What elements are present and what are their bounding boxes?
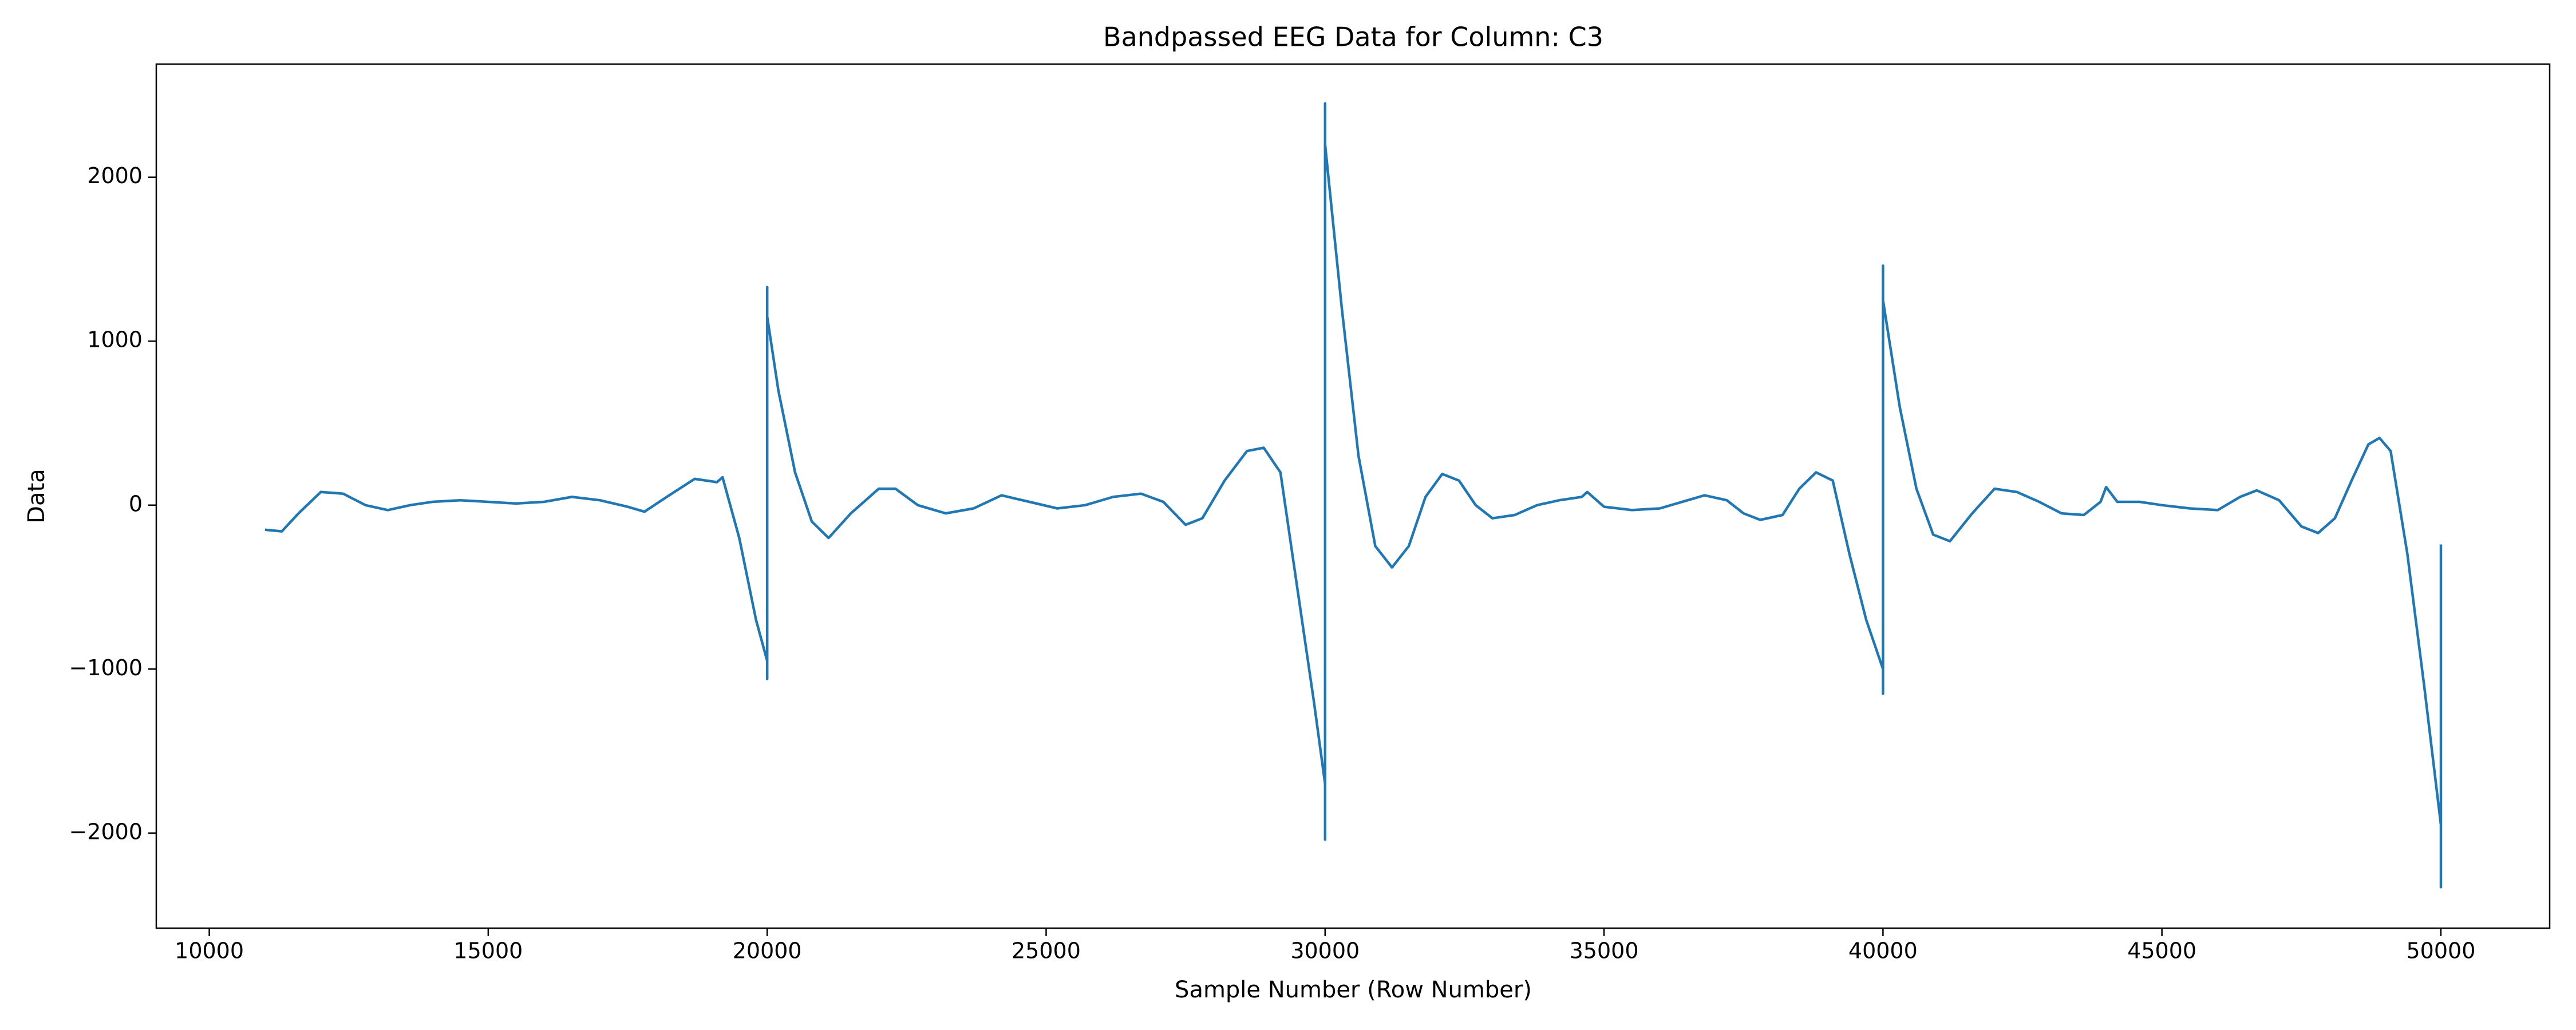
data-line bbox=[264, 102, 2443, 889]
x-tick-label: 20000 bbox=[733, 938, 802, 964]
x-tick-label: 25000 bbox=[1012, 938, 1081, 964]
x-tick-label: 15000 bbox=[453, 938, 523, 964]
y-axis-label: Data bbox=[23, 469, 50, 524]
x-tick-label: 40000 bbox=[1848, 938, 1918, 964]
plot-frame bbox=[155, 63, 2551, 929]
x-axis-label: Sample Number (Row Number) bbox=[1175, 977, 1532, 1003]
y-tick-label: −2000 bbox=[69, 819, 143, 844]
y-tick-label: 1000 bbox=[87, 327, 143, 352]
x-tick-label: 45000 bbox=[2127, 938, 2196, 964]
x-tick-label: 10000 bbox=[175, 938, 244, 964]
x-tick-label: 50000 bbox=[2407, 938, 2476, 964]
x-tick-label: 35000 bbox=[1570, 938, 1639, 964]
y-tick-label: −1000 bbox=[69, 655, 143, 680]
x-tick-label: 30000 bbox=[1290, 938, 1360, 964]
chart-title: Bandpassed EEG Data for Column: C3 bbox=[1103, 22, 1603, 53]
y-tick-label: 0 bbox=[129, 491, 143, 516]
y-tick-label: 2000 bbox=[87, 163, 143, 188]
